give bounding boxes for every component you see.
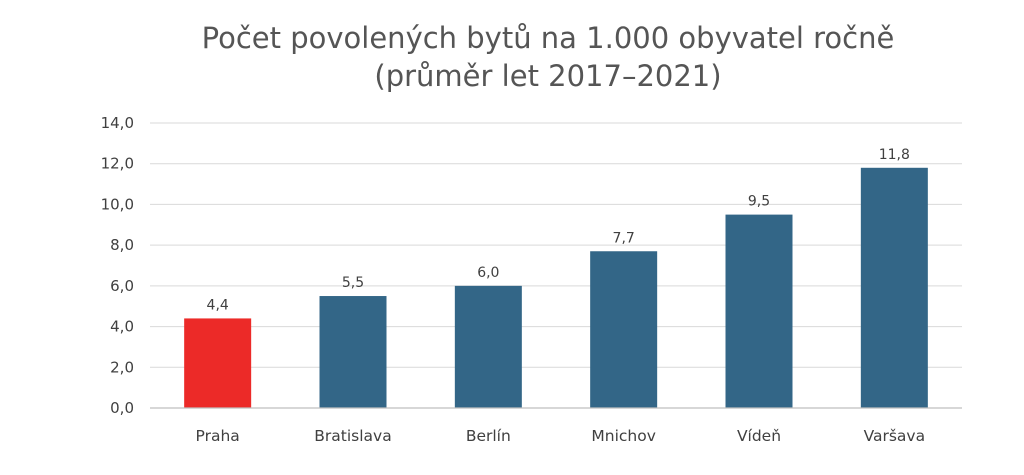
chart-subtitle: (průměr let 2017–2021)	[374, 59, 721, 93]
chart-title: Počet povolených bytů na 1.000 obyvatel …	[202, 21, 895, 55]
y-tick-label: 0,0	[110, 399, 134, 417]
bar	[184, 318, 252, 408]
bar	[319, 296, 387, 408]
y-axis-tick-labels: 0,0 2,0 4,0 6,0 8,0 10,0 12,0 14,0	[101, 114, 134, 417]
category-label: Berlín	[466, 427, 511, 445]
data-labels: 4,4 5,5 6,0 7,7 9,5 11,8	[207, 147, 910, 314]
data-label: 7,7	[613, 230, 635, 246]
bar	[454, 285, 522, 408]
data-label: 9,5	[748, 194, 770, 210]
category-label: Varšava	[864, 427, 926, 445]
data-label: 6,0	[477, 265, 499, 281]
category-label: Mnichov	[591, 427, 656, 445]
y-tick-label: 10,0	[101, 195, 134, 213]
data-label: 11,8	[879, 147, 910, 163]
x-axis-category-labels: Praha Bratislava Berlín Mnichov Vídeň Varšava	[196, 427, 926, 445]
y-tick-label: 12,0	[101, 155, 134, 173]
bar	[860, 167, 928, 408]
bar	[725, 214, 793, 408]
gridlines	[150, 122, 962, 368]
y-tick-label: 14,0	[101, 114, 134, 132]
y-tick-label: 8,0	[110, 236, 134, 254]
category-label: Bratislava	[314, 427, 391, 445]
y-tick-label: 2,0	[110, 358, 134, 376]
category-label: Vídeň	[737, 427, 781, 445]
data-label: 4,4	[207, 297, 229, 313]
y-tick-label: 4,0	[110, 318, 134, 336]
y-tick-label: 6,0	[110, 277, 134, 295]
category-label: Praha	[196, 427, 240, 445]
data-label: 5,5	[342, 275, 364, 291]
bar	[590, 251, 658, 408]
bars	[184, 167, 928, 408]
